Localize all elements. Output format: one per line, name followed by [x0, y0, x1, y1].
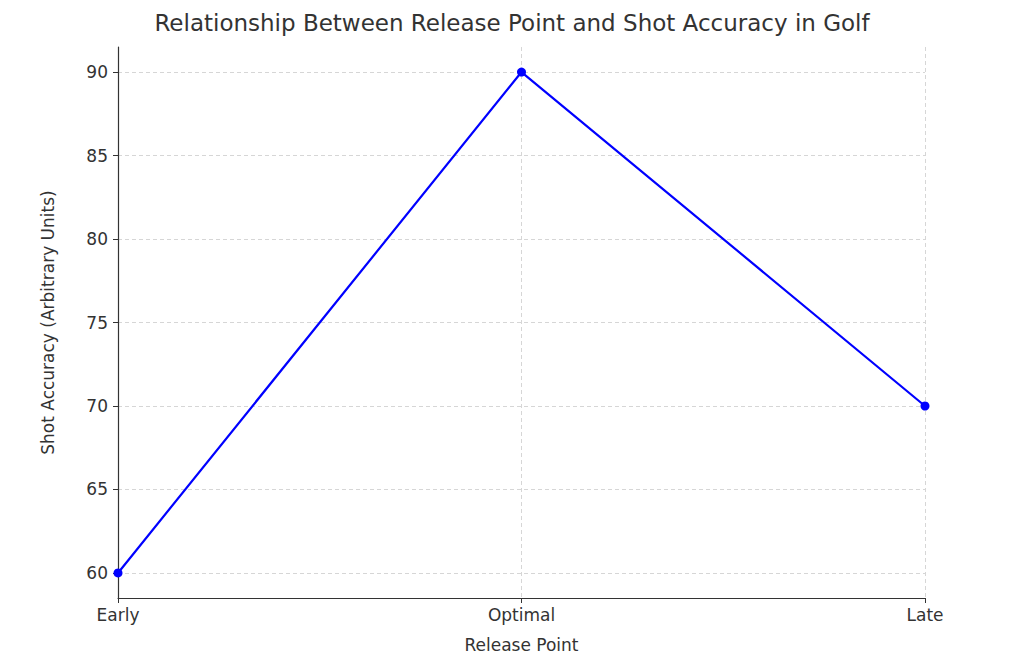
svg-text:90: 90: [86, 62, 108, 82]
svg-text:75: 75: [86, 313, 108, 333]
svg-text:80: 80: [86, 229, 108, 249]
svg-text:Early: Early: [97, 605, 140, 625]
svg-text:Relationship Between Release P: Relationship Between Release Point and S…: [154, 10, 870, 36]
svg-text:85: 85: [86, 146, 108, 166]
svg-text:65: 65: [86, 479, 108, 499]
svg-text:Shot Accuracy (Arbitrary Units: Shot Accuracy (Arbitrary Units): [38, 190, 58, 454]
svg-text:Optimal: Optimal: [488, 605, 555, 625]
svg-text:Late: Late: [906, 605, 943, 625]
svg-text:70: 70: [86, 396, 108, 416]
svg-text:Release Point: Release Point: [464, 635, 578, 655]
svg-text:60: 60: [86, 563, 108, 583]
